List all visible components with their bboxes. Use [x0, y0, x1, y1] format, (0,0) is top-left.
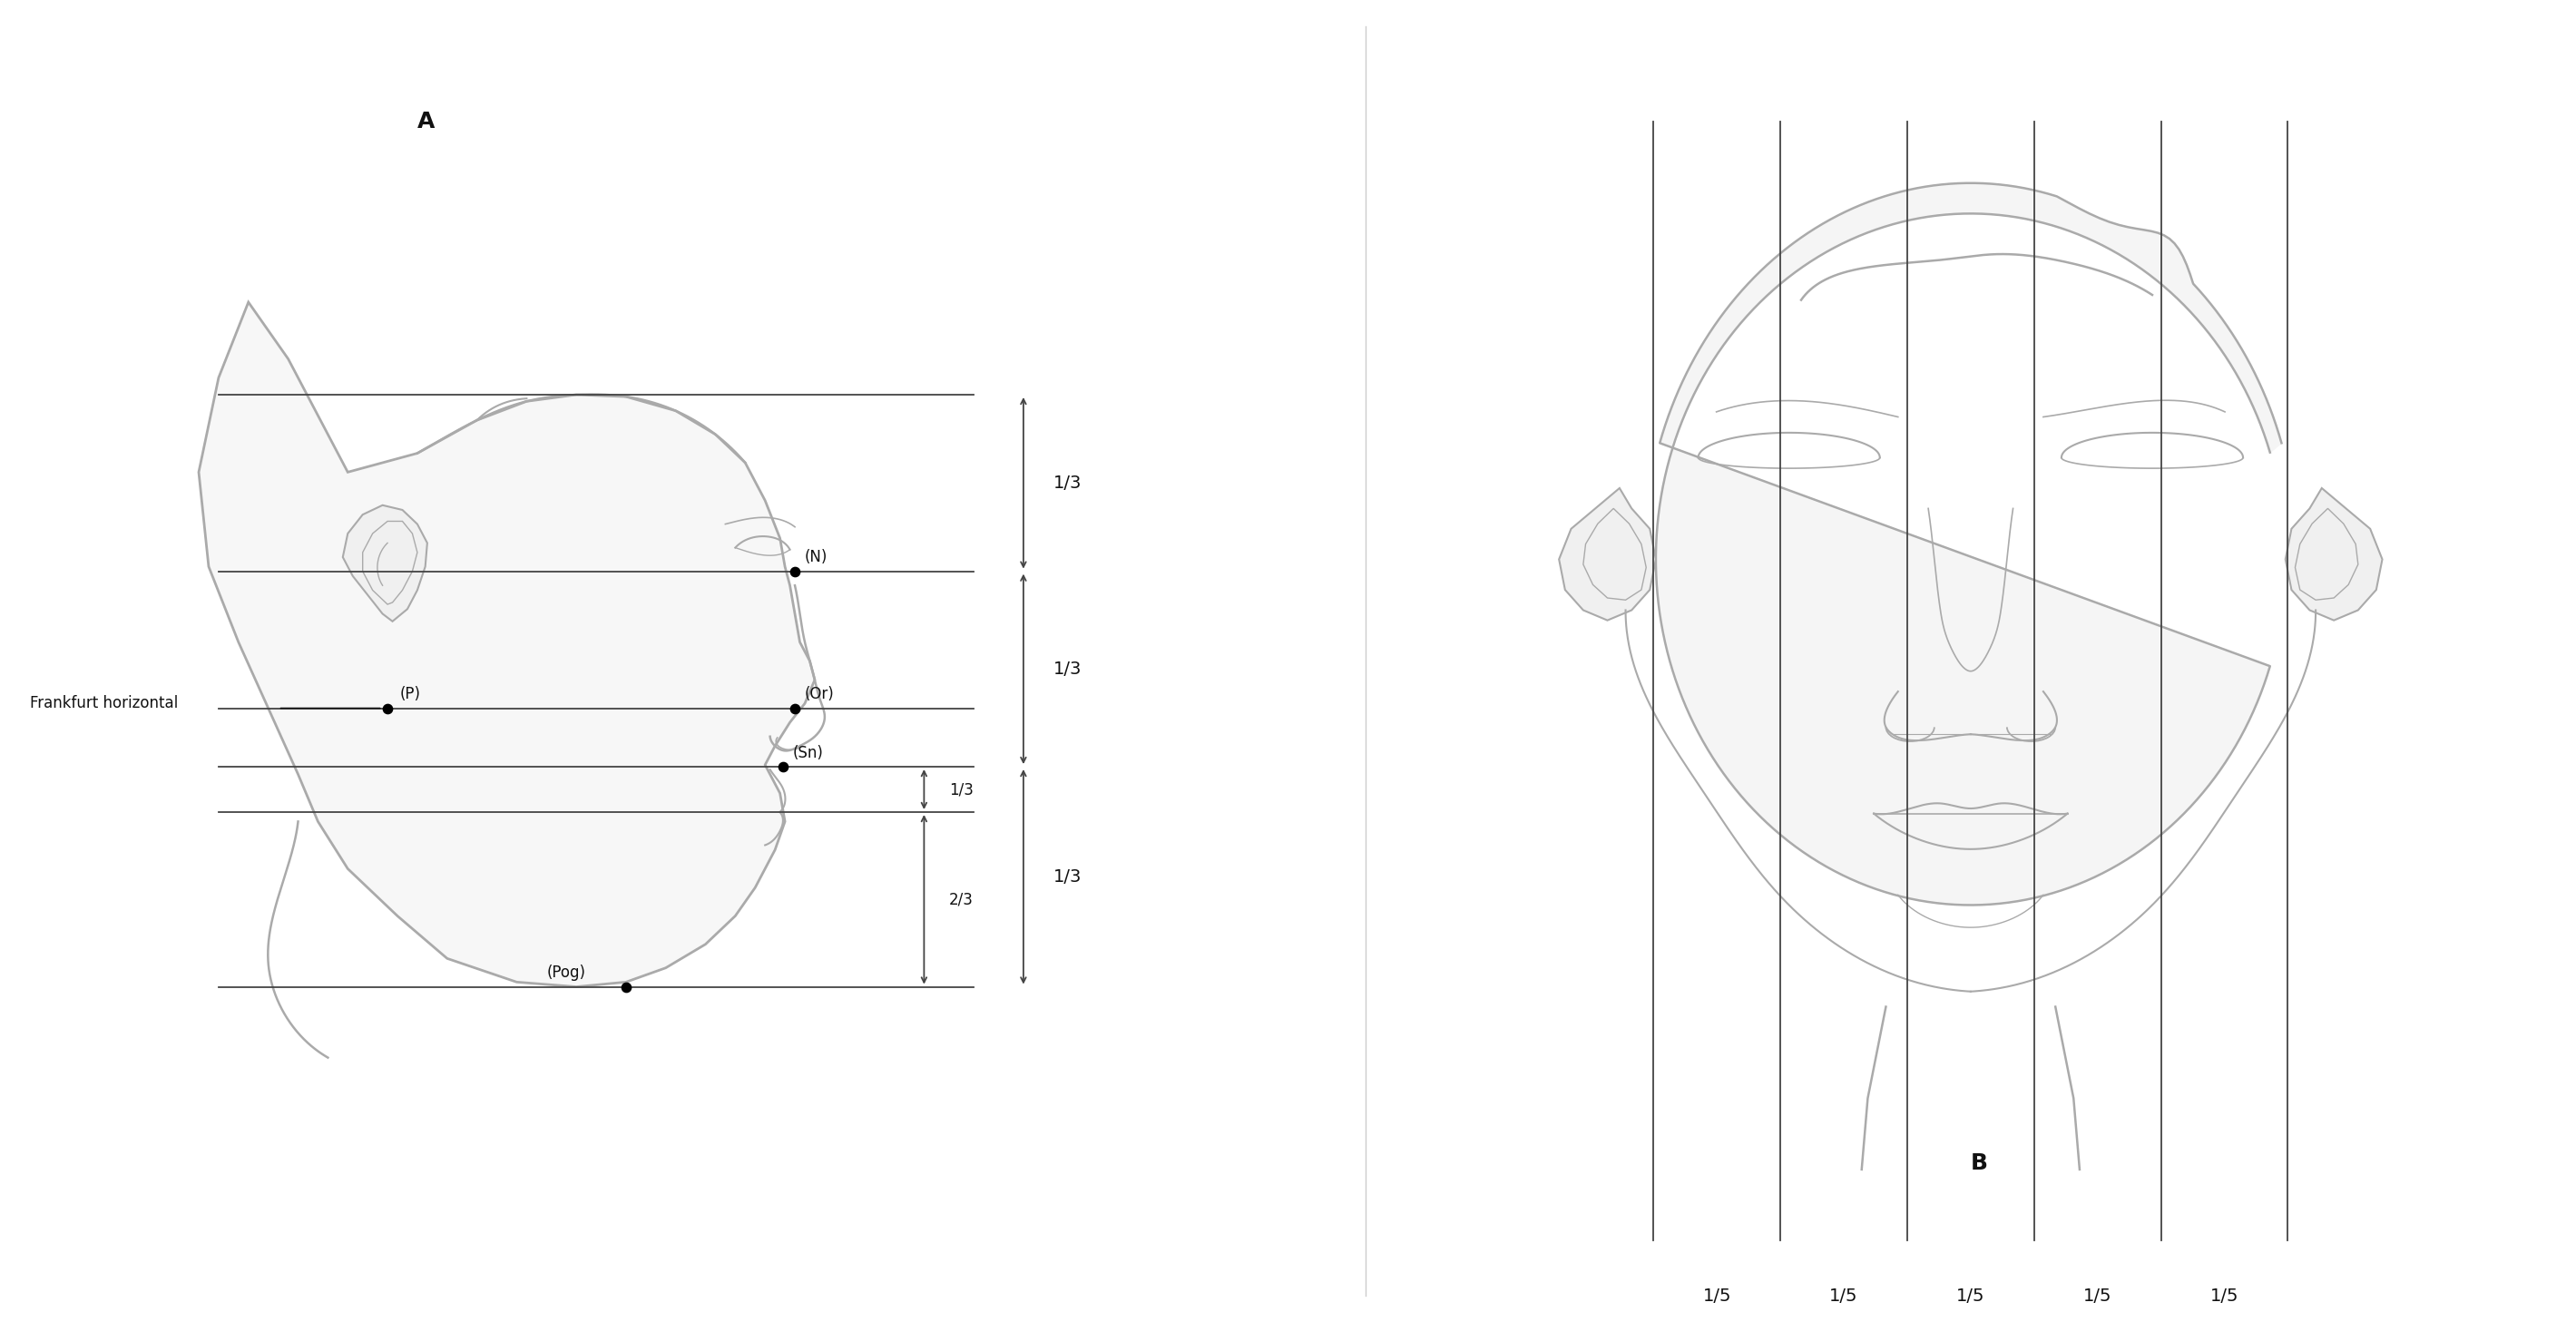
Text: (Sn): (Sn): [793, 744, 824, 761]
Text: 1/5: 1/5: [2210, 1288, 2239, 1305]
Point: [775, 561, 817, 582]
Text: (Or): (Or): [804, 686, 835, 702]
Text: (N): (N): [804, 549, 827, 566]
Text: 1/5: 1/5: [1829, 1288, 1857, 1305]
Point: [366, 698, 407, 719]
Text: A: A: [417, 111, 435, 132]
Text: 1/5: 1/5: [1955, 1288, 1986, 1305]
Point: [605, 976, 647, 997]
Text: (Pog): (Pog): [546, 965, 585, 981]
Point: [775, 698, 817, 719]
Text: 2/3: 2/3: [948, 891, 974, 908]
Point: [762, 756, 804, 777]
Polygon shape: [198, 303, 814, 986]
Polygon shape: [343, 505, 428, 621]
Text: 1/3: 1/3: [1054, 869, 1082, 886]
Text: 1/5: 1/5: [2084, 1288, 2112, 1305]
Polygon shape: [2285, 488, 2383, 620]
Text: B: B: [1971, 1153, 1989, 1174]
Text: Frankfurt horizontal: Frankfurt horizontal: [31, 695, 178, 711]
Text: 1/3: 1/3: [1054, 661, 1082, 678]
Polygon shape: [1656, 182, 2282, 906]
Text: 1/5: 1/5: [1703, 1288, 1731, 1305]
Polygon shape: [1558, 488, 1656, 620]
Text: 1/3: 1/3: [1054, 475, 1082, 492]
Text: 1/3: 1/3: [948, 781, 974, 797]
Text: (P): (P): [399, 686, 420, 702]
